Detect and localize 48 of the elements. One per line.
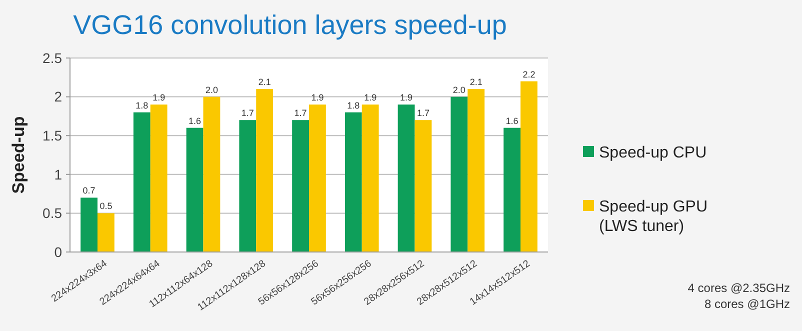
y-tick-label: 1: [54, 166, 62, 182]
bar: [450, 96, 468, 252]
y-tick-label: 0: [54, 244, 62, 260]
data-label: 1.6: [506, 116, 518, 126]
data-label: 2.2: [522, 69, 536, 80]
data-label: 2.0: [205, 84, 218, 95]
data-label: 2.0: [452, 84, 466, 95]
bar: [309, 104, 326, 252]
bar: [398, 104, 415, 252]
text: 4 cores @2.35GHz: [688, 281, 790, 295]
chart-title: VGG16 convolution layers speed-up: [73, 10, 507, 40]
data-label: 2.1: [258, 77, 271, 88]
data-label: 1.9: [311, 92, 324, 103]
bar: [520, 81, 538, 252]
bar: [97, 213, 114, 252]
y-tick-label: 2: [54, 88, 62, 105]
data-label: 0.7: [82, 186, 96, 196]
data-label: 1.9: [364, 92, 377, 103]
data-label: 1.7: [241, 108, 254, 118]
bar: [150, 104, 168, 252]
data-label: 1.6: [188, 116, 202, 126]
data-label: 1.8: [347, 100, 360, 110]
bar: [468, 89, 485, 252]
bar: [133, 112, 150, 252]
y-tick-label: 2.5: [42, 50, 62, 66]
bar: [80, 198, 98, 252]
bar: [344, 112, 362, 252]
bar: [186, 128, 204, 252]
y-tick-label: 0.5: [42, 205, 62, 222]
bar: [256, 89, 274, 252]
y-axis-title: Speed-up: [9, 116, 28, 194]
data-label: 1.7: [294, 108, 307, 118]
legend-label: Speed-up GPU (LWS tuner): [599, 198, 708, 235]
bar: [203, 96, 220, 252]
data-label: 1.7: [416, 108, 430, 118]
bar: [239, 120, 256, 252]
data-label: 1.8: [136, 100, 148, 110]
data-label: 0.5: [100, 201, 112, 212]
bar: [414, 120, 432, 252]
bar: [362, 104, 379, 252]
bar: [504, 128, 521, 252]
y-tick-label: 1.5: [42, 128, 62, 144]
legend-label: Speed-up CPU: [599, 144, 707, 162]
data-label: 1.9: [400, 92, 413, 103]
data-label: 1.9: [152, 92, 166, 103]
text: 8 cores @1GHz: [704, 297, 790, 311]
data-label: 2.1: [470, 77, 482, 88]
bar: [292, 120, 309, 252]
